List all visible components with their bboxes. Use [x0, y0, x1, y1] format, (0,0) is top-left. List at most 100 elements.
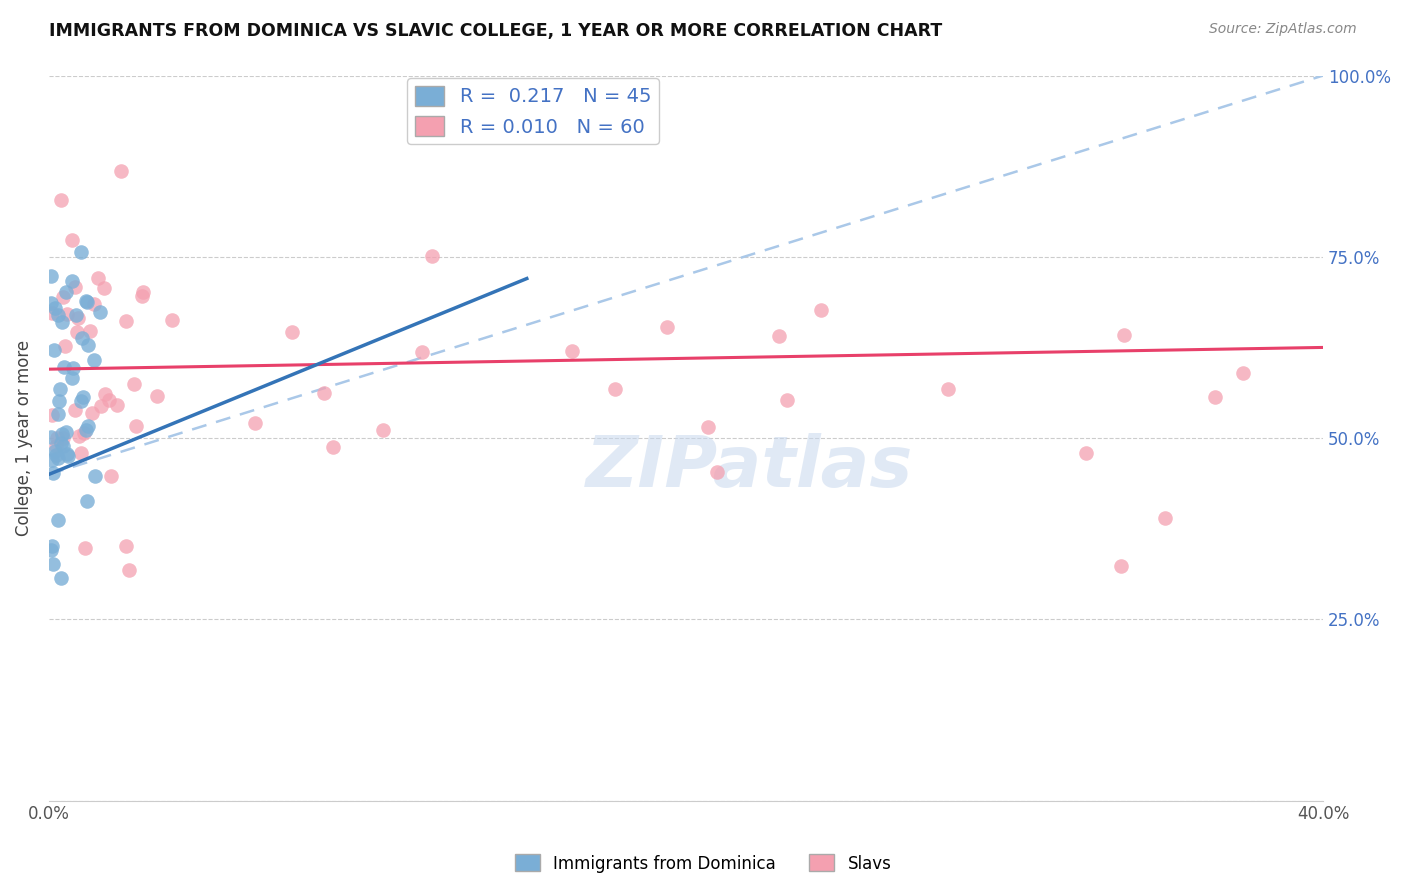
- Text: Source: ZipAtlas.com: Source: ZipAtlas.com: [1209, 22, 1357, 37]
- Point: [62, 361, 84, 376]
- Text: IMMIGRANTS FROM DOMINICA VS SLAVIC COLLEGE, 1 YEAR OR MORE CORRELATION CHART: IMMIGRANTS FROM DOMINICA VS SLAVIC COLLE…: [49, 22, 942, 40]
- Point: [90, 399, 112, 413]
- Point: [63, 280, 86, 294]
- Point: [60, 370, 83, 384]
- Point: [60, 233, 83, 247]
- Point: [605, 382, 627, 396]
- Point: [561, 344, 583, 359]
- Point: [70, 245, 93, 260]
- Point: [76, 295, 98, 310]
- Point: [373, 423, 395, 437]
- Point: [44, 343, 66, 357]
- Point: [83, 297, 105, 311]
- Point: [60, 274, 83, 288]
- Point: [55, 285, 77, 299]
- Point: [411, 344, 433, 359]
- Point: [97, 392, 120, 407]
- Point: [1232, 366, 1254, 380]
- Point: [243, 417, 266, 431]
- Point: [84, 469, 107, 483]
- Point: [125, 419, 148, 434]
- Point: [46, 450, 69, 465]
- Point: [46, 407, 69, 421]
- Point: [77, 418, 100, 433]
- Point: [94, 387, 117, 401]
- Point: [46, 308, 69, 322]
- Point: [1074, 446, 1097, 460]
- Point: [422, 249, 444, 263]
- Point: [281, 325, 304, 339]
- Point: [41, 453, 63, 467]
- Legend: Immigrants from Dominica, Slavs: Immigrants from Dominica, Slavs: [508, 847, 898, 880]
- Point: [46, 513, 69, 527]
- Point: [70, 445, 93, 459]
- Point: [93, 281, 115, 295]
- Point: [146, 389, 169, 403]
- Point: [45, 439, 67, 453]
- Point: [118, 563, 141, 577]
- Point: [46, 431, 69, 445]
- Point: [42, 466, 65, 480]
- Point: [768, 328, 790, 343]
- Point: [100, 469, 122, 483]
- Point: [75, 423, 97, 437]
- Point: [69, 429, 91, 443]
- Point: [936, 382, 959, 396]
- Point: [73, 541, 96, 556]
- Point: [115, 539, 138, 553]
- Point: [65, 308, 87, 322]
- Point: [41, 539, 63, 553]
- Point: [44, 444, 66, 458]
- Point: [115, 314, 138, 328]
- Point: [56, 449, 79, 463]
- Point: [87, 270, 110, 285]
- Point: [66, 325, 89, 339]
- Point: [49, 435, 72, 450]
- Point: [72, 391, 94, 405]
- Point: [51, 315, 73, 329]
- Point: [131, 289, 153, 303]
- Point: [55, 447, 77, 461]
- Point: [82, 406, 104, 420]
- Point: [55, 425, 77, 439]
- Point: [51, 571, 73, 585]
- Point: [52, 439, 75, 453]
- Point: [70, 331, 93, 345]
- Point: [49, 382, 72, 396]
- Point: [810, 302, 832, 317]
- Point: [1112, 328, 1135, 343]
- Text: ZIPatlas: ZIPatlas: [586, 433, 914, 501]
- Point: [73, 425, 96, 440]
- Point: [162, 312, 184, 326]
- Point: [1109, 558, 1132, 573]
- Point: [51, 426, 73, 441]
- Point: [67, 310, 90, 325]
- Point: [75, 293, 97, 308]
- Legend: R =  0.217   N = 45, R = 0.010   N = 60: R = 0.217 N = 45, R = 0.010 N = 60: [408, 78, 659, 145]
- Point: [696, 420, 718, 434]
- Point: [110, 163, 132, 178]
- Point: [322, 440, 344, 454]
- Point: [52, 290, 75, 304]
- Point: [1154, 511, 1177, 525]
- Point: [776, 392, 799, 407]
- Point: [79, 324, 101, 338]
- Point: [39, 269, 62, 284]
- Point: [51, 194, 73, 208]
- Point: [63, 403, 86, 417]
- Point: [83, 353, 105, 368]
- Point: [39, 542, 62, 557]
- Point: [39, 296, 62, 310]
- Point: [48, 393, 70, 408]
- Point: [44, 301, 66, 315]
- Y-axis label: College, 1 year or more: College, 1 year or more: [15, 340, 32, 536]
- Point: [122, 376, 145, 391]
- Point: [77, 338, 100, 352]
- Point: [706, 465, 728, 479]
- Point: [76, 493, 98, 508]
- Point: [1204, 390, 1226, 404]
- Point: [52, 360, 75, 375]
- Point: [52, 431, 75, 445]
- Point: [70, 393, 93, 408]
- Point: [132, 285, 155, 299]
